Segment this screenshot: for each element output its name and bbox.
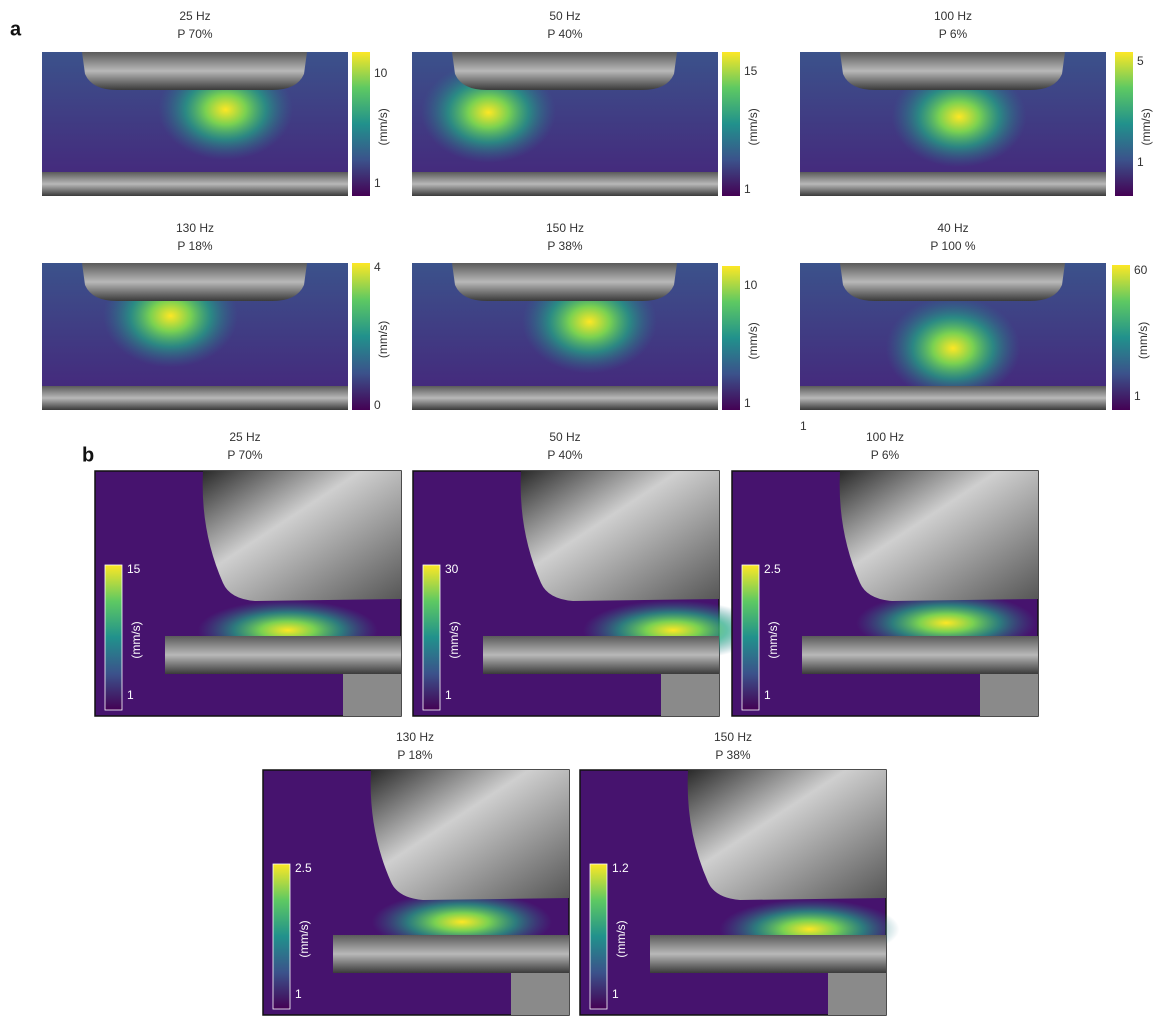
colorbar-tick-label: 2.5 [295, 861, 312, 875]
substrate [412, 172, 718, 196]
stage-post [343, 674, 401, 716]
nozzle [521, 471, 719, 601]
nozzle [688, 770, 886, 900]
panel-title: 40 Hz [937, 221, 968, 235]
panel-title: P 18% [177, 239, 212, 253]
colorbar [722, 52, 740, 196]
colorbar-tick-label: 1 [127, 688, 134, 702]
panel-title: P 100 % [930, 239, 975, 253]
panel-title: 100 Hz [866, 430, 904, 444]
substrate [800, 172, 1106, 196]
colorbar-tick-label: 1 [445, 688, 452, 702]
panel-title: P 40% [547, 448, 582, 462]
nozzle [203, 471, 401, 601]
colorbar-unit: (mm/s) [1136, 322, 1150, 359]
colorbar-tick-label: 10 [744, 278, 758, 292]
colorbar [742, 565, 759, 710]
panel-title: P 70% [177, 27, 212, 41]
colorbar-unit: (mm/s) [746, 108, 760, 145]
panel-title: P 38% [715, 748, 750, 762]
colorbar-unit: (mm/s) [614, 920, 628, 957]
colorbar-tick-label: 10 [374, 66, 388, 80]
stage-post [511, 973, 569, 1015]
colorbar-tick-label: 1 [374, 176, 381, 190]
substrate [800, 386, 1106, 410]
panel-title: 25 Hz [179, 9, 210, 23]
panel-title: 130 Hz [176, 221, 214, 235]
panel-label: b [82, 444, 94, 466]
colorbar-tick-label: 1 [612, 987, 619, 1001]
substrate [42, 172, 348, 196]
transducer-tip [82, 263, 307, 301]
panel-title: 150 Hz [714, 730, 752, 744]
panel-title: 150 Hz [546, 221, 584, 235]
panel-title: 25 Hz [229, 430, 260, 444]
colorbar [423, 565, 440, 710]
transducer-tip [452, 52, 677, 90]
colorbar-tick-label: 15 [744, 64, 758, 78]
panel-title: P 6% [939, 27, 968, 41]
colorbar-tick-label: 60 [1134, 263, 1148, 277]
colorbar-unit: (mm/s) [376, 321, 390, 358]
nozzle [371, 770, 569, 900]
colorbar [1115, 52, 1133, 196]
transducer-tip [452, 263, 677, 301]
colorbar-unit: (mm/s) [447, 621, 461, 658]
colorbar-tick-label: 15 [127, 562, 141, 576]
panel-label: a [10, 18, 22, 40]
colorbar-tick-label: 4 [374, 260, 381, 274]
colorbar-tick-label: 1 [744, 182, 751, 196]
substrate [42, 386, 348, 410]
colorbar [352, 52, 370, 196]
substrate [412, 386, 718, 410]
panel-title: P 40% [547, 27, 582, 41]
transducer-tip [82, 52, 307, 90]
colorbar [590, 864, 607, 1009]
colorbar [105, 565, 122, 710]
colorbar-unit: (mm/s) [1139, 108, 1153, 145]
panel-title: 50 Hz [549, 430, 580, 444]
colorbar [273, 864, 290, 1009]
colorbar [1112, 265, 1130, 410]
panel-title: 100 Hz [934, 9, 972, 23]
nozzle [840, 471, 1038, 601]
colorbar-unit: (mm/s) [129, 621, 143, 658]
colorbar-unit: (mm/s) [746, 322, 760, 359]
colorbar [722, 266, 740, 410]
colorbar-tick-label: 1.2 [612, 861, 629, 875]
panel-title: P 18% [397, 748, 432, 762]
colorbar-tick-label: 30 [445, 562, 459, 576]
panel-title: 130 Hz [396, 730, 434, 744]
colorbar-tick-label: 1 [764, 688, 771, 702]
panel-title: P 38% [547, 239, 582, 253]
panel-title: P 6% [871, 448, 900, 462]
stage-plate [802, 636, 1038, 674]
colorbar-tick-label: 2.5 [764, 562, 781, 576]
stage-post [828, 973, 886, 1015]
stray-label: 1 [800, 419, 807, 433]
colorbar-unit: (mm/s) [297, 920, 311, 957]
colorbar-tick-label: 1 [1134, 389, 1141, 403]
transducer-tip [840, 263, 1065, 301]
stage-post [661, 674, 719, 716]
colorbar-tick-label: 5 [1137, 54, 1144, 68]
colorbar [352, 263, 370, 410]
stage-plate [483, 636, 719, 674]
colorbar-tick-label: 0 [374, 398, 381, 412]
panel-title: P 70% [227, 448, 262, 462]
colorbar-tick-label: 1 [1137, 155, 1144, 169]
transducer-tip [840, 52, 1065, 90]
stage-plate [650, 935, 886, 973]
figure: a b 1 25 HzP 70%101(mm/s)50 HzP 40%151(m… [0, 0, 1158, 1016]
colorbar-tick-label: 1 [744, 396, 751, 410]
colorbar-unit: (mm/s) [376, 108, 390, 145]
colorbar-tick-label: 1 [295, 987, 302, 1001]
stage-plate [165, 636, 401, 674]
colorbar-unit: (mm/s) [766, 621, 780, 658]
velocity-hotspot [886, 297, 1021, 400]
stage-plate [333, 935, 569, 973]
panel-title: 50 Hz [549, 9, 580, 23]
stage-post [980, 674, 1038, 716]
